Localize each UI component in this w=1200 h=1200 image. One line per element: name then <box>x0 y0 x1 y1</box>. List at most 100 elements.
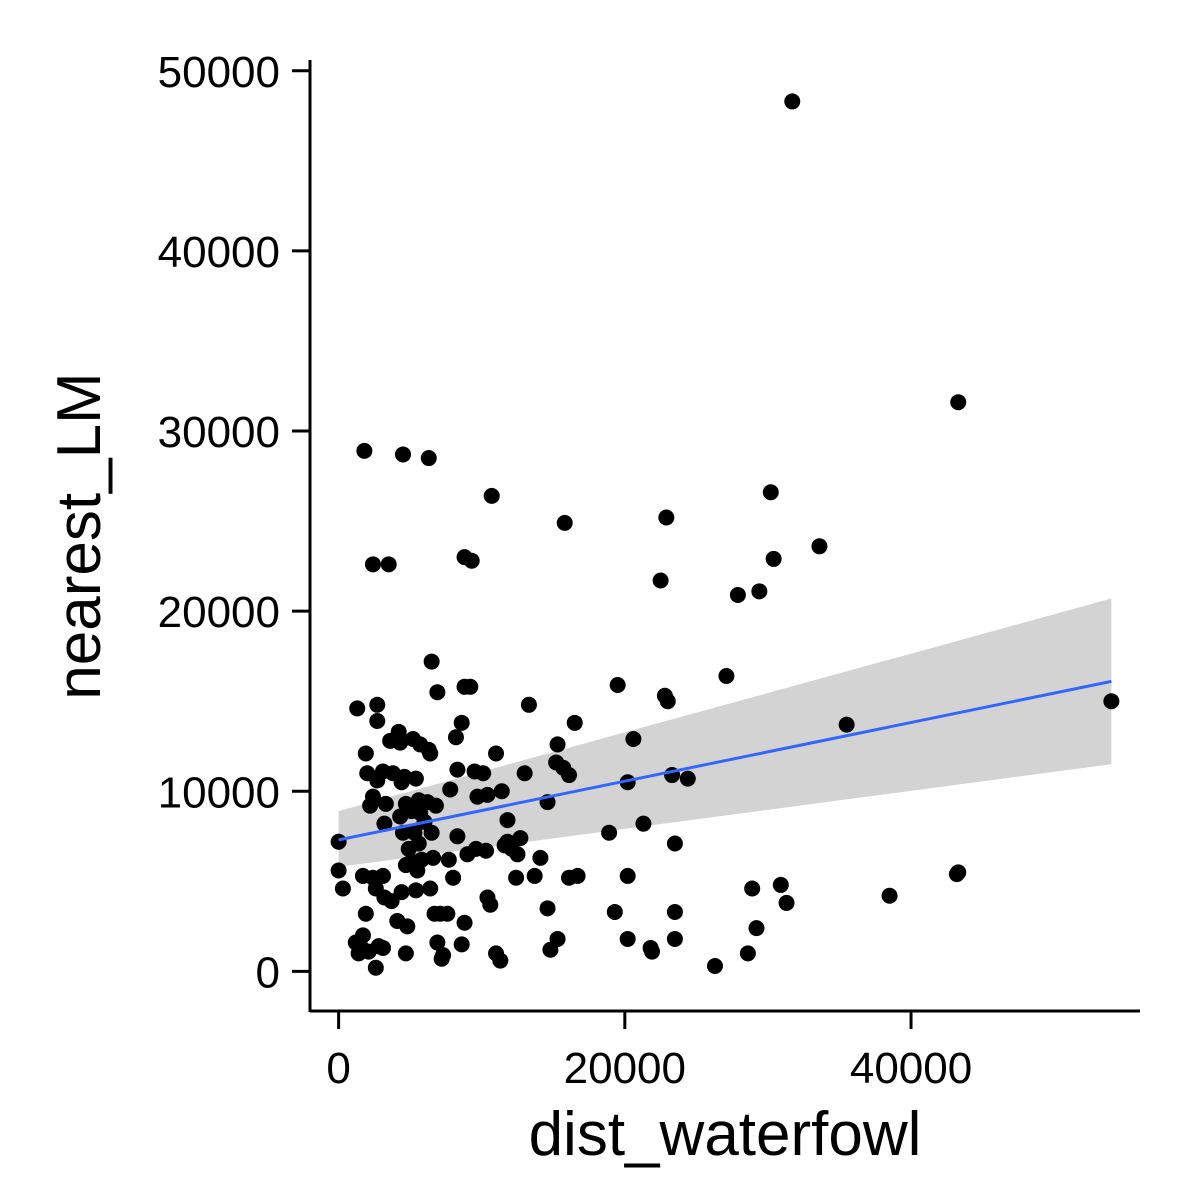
data-point <box>453 936 470 953</box>
x-axis-title: dist_waterfowl <box>529 1100 922 1169</box>
data-point <box>784 93 801 110</box>
data-point <box>456 914 473 931</box>
data-point <box>679 770 696 787</box>
data-point <box>393 774 410 791</box>
data-point <box>364 556 381 573</box>
data-point <box>374 867 391 884</box>
data-point <box>479 786 496 803</box>
ticks-layer: 0 10000 20000 30000 40000 50000 0 20000 40000 <box>158 48 973 1093</box>
data-point <box>330 862 347 879</box>
data-point <box>556 514 573 531</box>
data-point <box>666 903 683 920</box>
data-point <box>334 880 351 897</box>
data-point <box>423 824 440 841</box>
data-point <box>420 450 437 467</box>
data-point <box>566 714 583 731</box>
data-point <box>509 846 526 863</box>
data-point <box>838 716 855 733</box>
data-point <box>367 959 384 976</box>
data-point <box>606 903 623 920</box>
data-point <box>950 864 967 881</box>
regression-line <box>338 679 1112 842</box>
data-point <box>426 905 443 922</box>
y-tick-label: 0 <box>256 948 280 997</box>
data-point <box>453 714 470 731</box>
data-point <box>392 734 409 751</box>
data-point <box>778 894 795 911</box>
data-point <box>409 862 426 879</box>
data-point <box>445 869 462 886</box>
data-point <box>449 761 466 778</box>
data-point <box>744 880 761 897</box>
data-point <box>330 833 347 850</box>
data-point <box>508 869 525 886</box>
data-point <box>496 837 513 854</box>
data-point <box>350 945 367 962</box>
data-point <box>516 765 533 782</box>
data-point <box>369 713 386 730</box>
data-point <box>526 867 543 884</box>
data-point <box>666 835 683 852</box>
data-point <box>488 745 505 762</box>
data-point <box>729 586 746 603</box>
data-point <box>374 939 391 956</box>
data-point <box>349 700 366 717</box>
data-point <box>423 653 440 670</box>
data-point <box>397 945 414 962</box>
data-point <box>881 887 898 904</box>
data-point <box>609 676 626 693</box>
data-point <box>356 442 373 459</box>
data-point <box>447 729 464 746</box>
x-tick-label: 40000 <box>850 1044 972 1093</box>
data-point <box>440 851 457 868</box>
data-point <box>762 484 779 501</box>
y-tick-label: 40000 <box>158 228 280 277</box>
data-point <box>478 842 495 859</box>
data-point <box>376 815 393 832</box>
data-point <box>718 667 735 684</box>
data-point <box>407 882 424 899</box>
data-point <box>483 487 500 504</box>
data-point <box>442 781 459 798</box>
data-point <box>479 889 496 906</box>
data-point <box>512 830 529 847</box>
axes-layer <box>308 60 1140 1013</box>
data-point <box>619 930 636 947</box>
y-axis-title: nearest_LM <box>45 372 114 699</box>
data-point <box>493 783 510 800</box>
data-point <box>400 840 417 857</box>
data-point <box>439 905 456 922</box>
data-point <box>549 930 566 947</box>
data-point <box>380 556 397 573</box>
data-point <box>422 880 439 897</box>
data-point <box>601 824 618 841</box>
data-point <box>429 934 446 951</box>
data-point <box>459 846 476 863</box>
data-point <box>357 745 374 762</box>
data-point <box>635 815 652 832</box>
data-point <box>706 957 723 974</box>
data-point <box>619 867 636 884</box>
data-point <box>466 763 483 780</box>
x-tick-label: 20000 <box>564 1044 686 1093</box>
trend-line-layer <box>338 679 1112 842</box>
data-point <box>652 572 669 589</box>
data-point <box>532 849 549 866</box>
y-tick-label: 20000 <box>158 588 280 637</box>
data-point <box>463 552 480 569</box>
data-point <box>539 900 556 917</box>
data-point <box>1103 693 1120 710</box>
data-point <box>462 678 479 695</box>
y-tick-label: 10000 <box>158 768 280 817</box>
y-tick-label: 50000 <box>158 48 280 97</box>
data-point <box>499 812 516 829</box>
data-point <box>765 550 782 567</box>
data-point <box>369 772 386 789</box>
data-point <box>811 538 828 555</box>
data-point <box>395 446 412 463</box>
data-point <box>492 952 509 969</box>
data-point <box>739 945 756 962</box>
data-point <box>427 797 444 814</box>
data-point <box>950 394 967 411</box>
